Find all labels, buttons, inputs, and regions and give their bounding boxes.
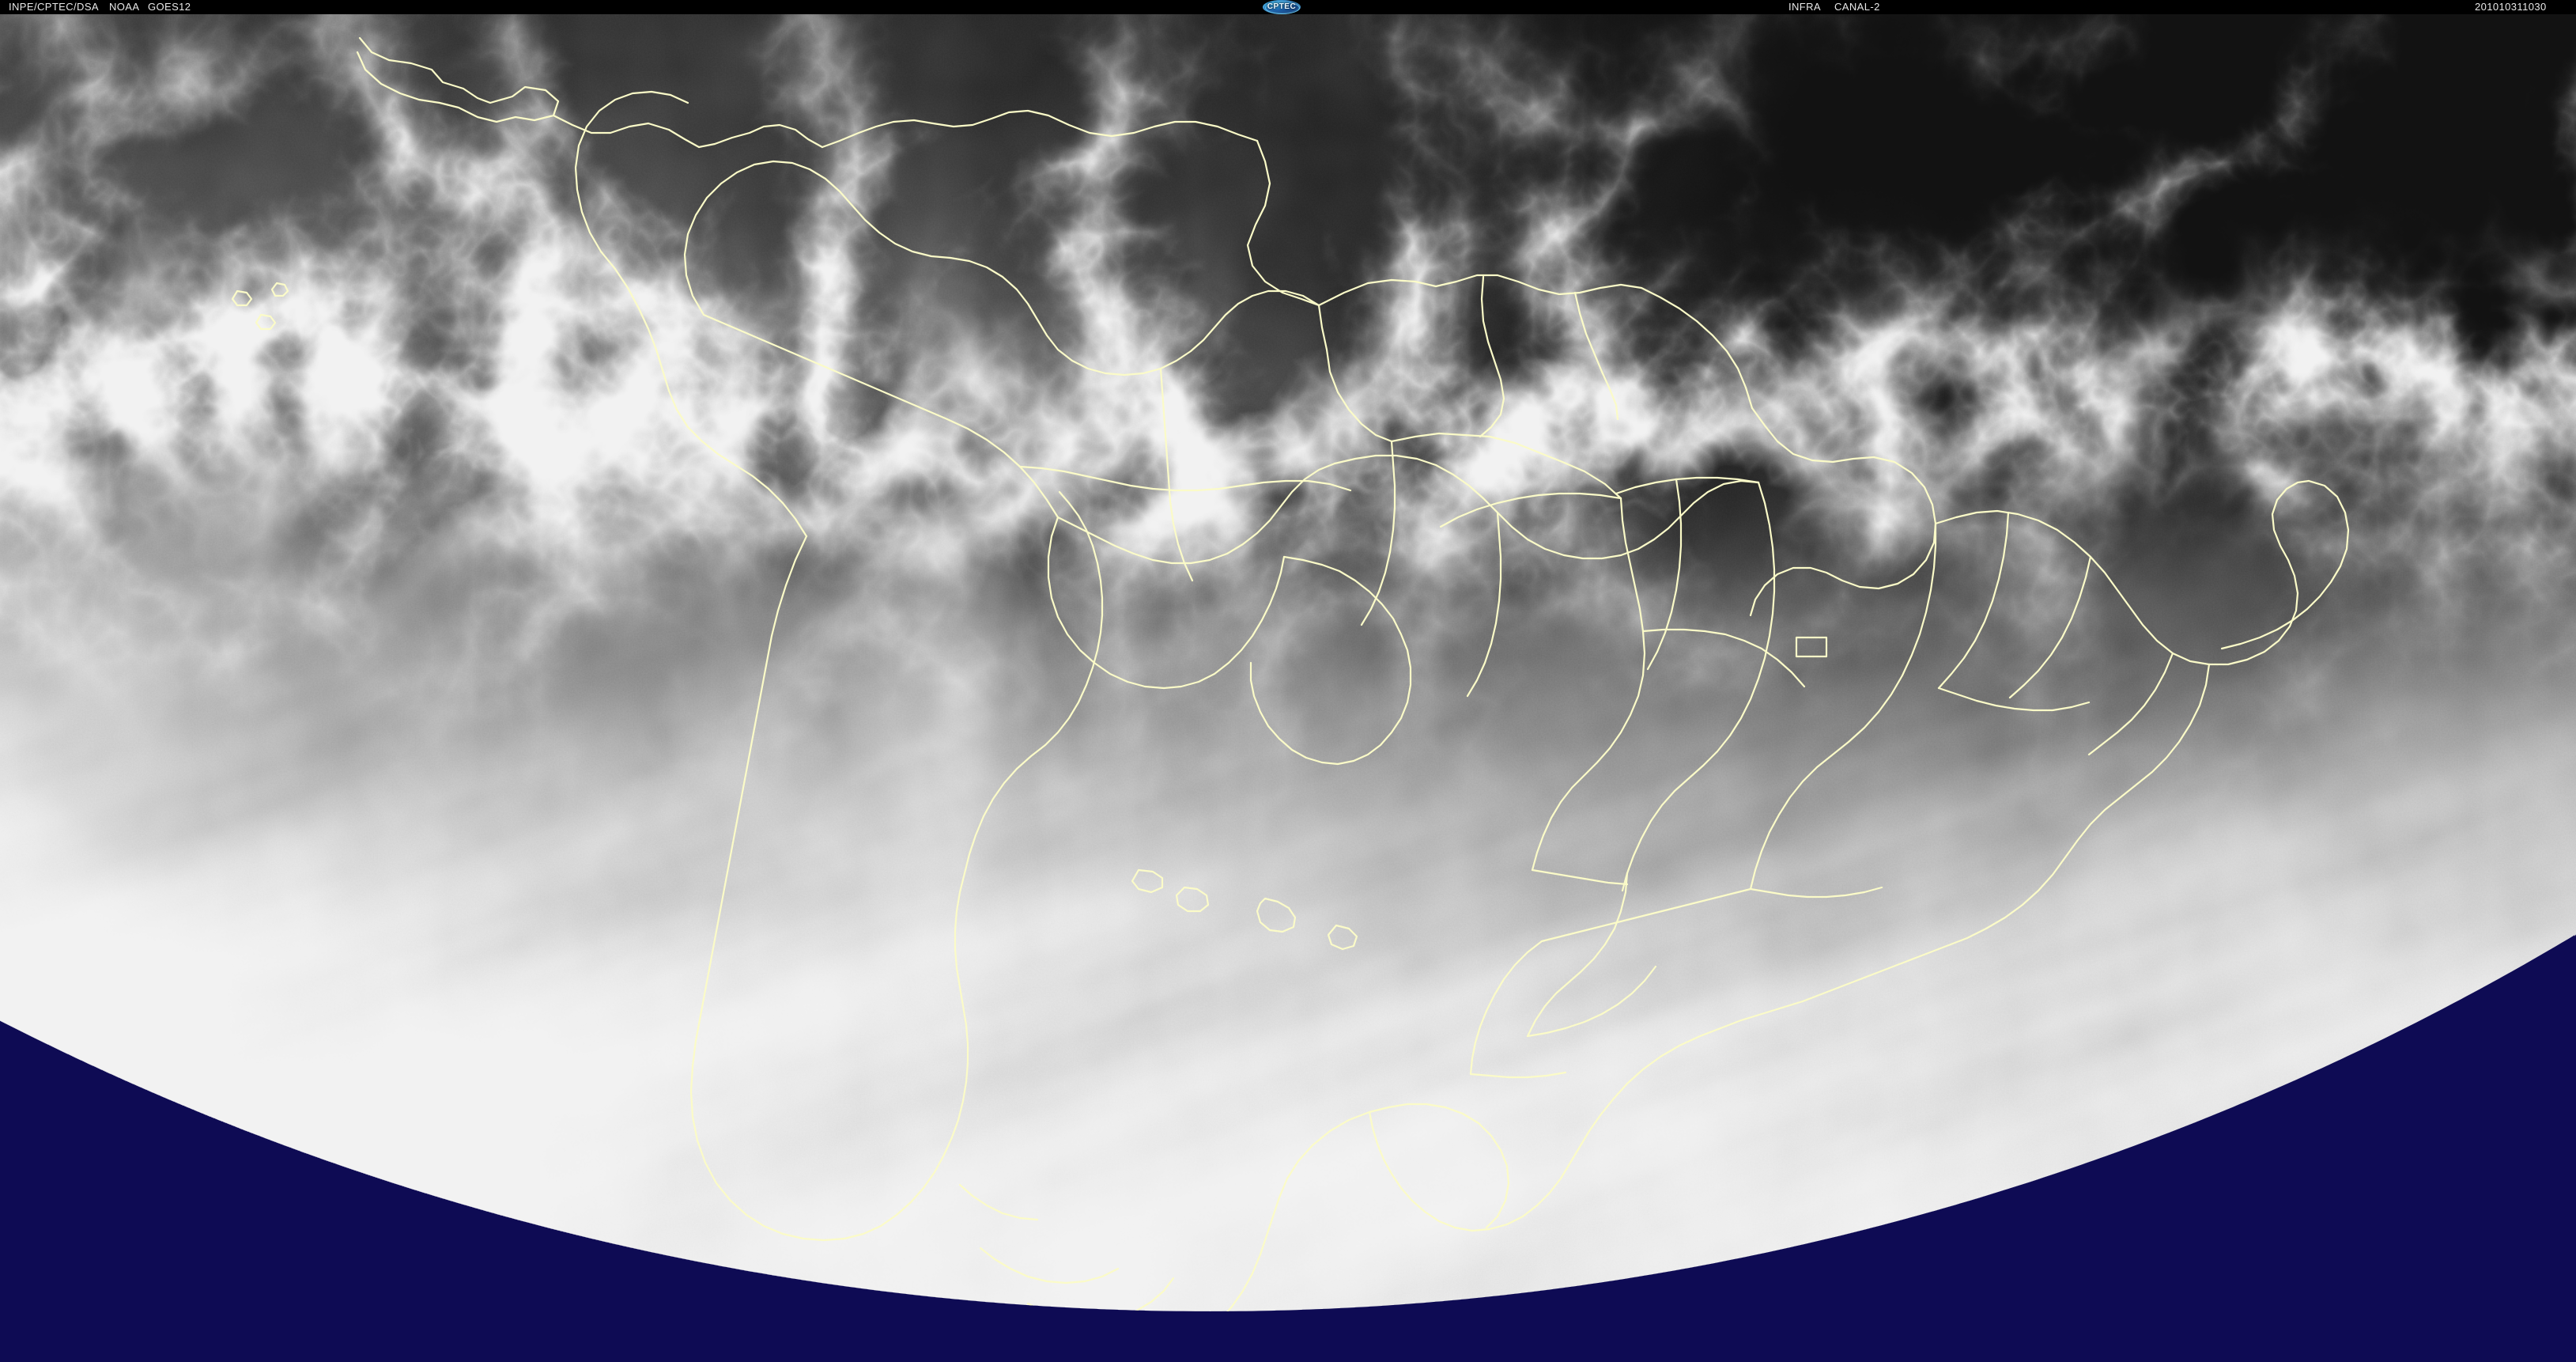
border-polyline bbox=[1469, 940, 1543, 1076]
border-polyline bbox=[1333, 454, 1760, 560]
border-polyline bbox=[1479, 275, 1505, 438]
satellite-label: GOES12 bbox=[148, 1, 191, 13]
border-polyline bbox=[1526, 965, 1657, 1038]
border-polyline bbox=[1934, 509, 2211, 666]
channel-label: CANAL-2 bbox=[1834, 1, 1880, 13]
border-polyline bbox=[1615, 476, 1760, 495]
agency-label: NOAA bbox=[109, 1, 140, 13]
border-polyline bbox=[1390, 432, 1622, 500]
border-polyline bbox=[689, 535, 846, 1242]
border-polyline bbox=[552, 114, 824, 149]
border-polyline bbox=[1153, 1110, 1371, 1348]
border-polyline bbox=[1749, 407, 1937, 617]
border-polyline bbox=[1573, 291, 1619, 421]
border-polyline bbox=[1531, 868, 1629, 886]
border-polyline bbox=[1026, 1277, 1175, 1322]
border-polyline bbox=[1439, 492, 1622, 528]
border-polyline bbox=[949, 256, 1320, 376]
border-polyline bbox=[1795, 636, 1828, 658]
cptec-logo-icon: CPTEC bbox=[1263, 0, 1301, 14]
border-polyline bbox=[1749, 522, 1937, 891]
border-polyline bbox=[1368, 1110, 1474, 1232]
border-polyline bbox=[1540, 887, 1752, 943]
border-polyline bbox=[1781, 663, 2211, 1009]
border-polyline bbox=[1641, 628, 1806, 688]
border-polyline bbox=[2208, 479, 2310, 666]
border-polyline bbox=[599, 250, 808, 538]
border-polyline bbox=[1526, 872, 1629, 1038]
border-polyline bbox=[1937, 511, 2010, 690]
border-polyline bbox=[1256, 897, 1297, 933]
border-polyline bbox=[958, 1183, 1039, 1221]
border-polyline bbox=[1056, 462, 1336, 565]
border-polyline bbox=[1531, 497, 1646, 872]
border-polyline bbox=[1327, 924, 1358, 951]
border-polyline bbox=[356, 36, 560, 123]
border-polyline bbox=[2008, 555, 2092, 699]
border-polyline bbox=[1317, 304, 1393, 443]
border-polyline bbox=[995, 1349, 1072, 1362]
border-polyline bbox=[1360, 440, 1396, 626]
border-polyline bbox=[702, 313, 1059, 519]
geopolitical-border-overlay bbox=[231, 36, 2350, 1362]
border-polyline bbox=[683, 160, 952, 316]
border-polyline bbox=[2087, 652, 2174, 756]
border-polyline bbox=[1368, 1103, 1510, 1229]
border-polyline bbox=[1018, 465, 1352, 492]
border-polyline bbox=[1466, 511, 1502, 698]
border-polyline bbox=[1646, 478, 1683, 671]
border-polyline bbox=[1317, 274, 1754, 410]
border-polyline bbox=[1159, 367, 1194, 582]
border-polyline bbox=[1175, 886, 1210, 913]
border-polyline bbox=[1621, 481, 1776, 892]
cptec-logo-ring bbox=[1265, 2, 1300, 14]
timestamp-label: 201010311030 bbox=[2475, 1, 2547, 13]
image-header-bar: INPE/CPTEC/DSA NOAA GOES12 CPTEC INFRA C… bbox=[0, 0, 2576, 14]
border-polyline bbox=[1246, 139, 1320, 307]
satellite-image-area bbox=[0, 14, 2576, 1362]
institution-label: INPE/CPTEC/DSA bbox=[9, 1, 99, 13]
border-polyline bbox=[1749, 886, 1883, 899]
border-polyline bbox=[821, 109, 1259, 149]
border-polyline bbox=[1047, 516, 1286, 690]
border-polyline bbox=[843, 490, 1104, 1240]
cptec-logo-text: CPTEC bbox=[1267, 2, 1297, 11]
border-polyline bbox=[979, 1247, 1120, 1284]
border-polyline bbox=[1131, 868, 1164, 894]
border-polyline bbox=[2220, 479, 2350, 650]
border-polyline bbox=[1249, 555, 1412, 766]
country-and-state-borders bbox=[231, 36, 2350, 1362]
border-polyline bbox=[255, 313, 277, 331]
border-polyline bbox=[1471, 1006, 1784, 1232]
border-polyline bbox=[270, 282, 289, 297]
border-polyline bbox=[574, 90, 689, 253]
border-polyline bbox=[1937, 687, 2091, 712]
border-polyline bbox=[231, 289, 253, 307]
spectral-band-label: INFRA bbox=[1788, 1, 1821, 13]
border-polyline bbox=[1469, 1071, 1567, 1079]
